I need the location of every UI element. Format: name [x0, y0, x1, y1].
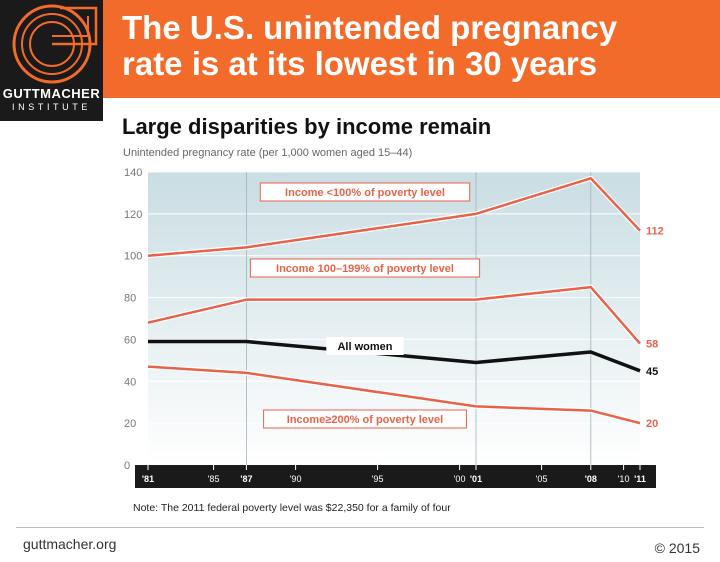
y-tick-label: 0	[124, 460, 130, 472]
guttmacher-logo: GUTTMACHER INSTITUTE	[0, 0, 103, 121]
title-line-2: rate is at its lowest in 30 years	[122, 45, 598, 82]
series-name-label: Income <100% of poverty level	[285, 187, 445, 199]
logo-subtitle: INSTITUTE	[12, 102, 91, 112]
series-line	[148, 339, 641, 373]
x-tick-label: '85	[208, 474, 220, 484]
x-tick-label: '00	[454, 474, 466, 484]
series-label-box	[263, 409, 467, 429]
x-tick-label: '90	[290, 474, 302, 484]
y-tick-label: 120	[124, 209, 142, 221]
logo-name: GUTTMACHER	[2, 86, 101, 101]
y-tick-label: 40	[124, 376, 136, 388]
y-tick-label: 100	[124, 251, 142, 263]
series-label-box	[259, 182, 471, 202]
series-end-label: 58	[646, 339, 658, 351]
series-label-box	[326, 337, 404, 355]
y-tick-label: 80	[124, 293, 136, 305]
series-end-label: 20	[646, 418, 658, 430]
series-label-box	[249, 258, 481, 278]
line-chart: 0 20 40 60 80 100 120 140 '81 '85 '87 '90 '95 '00 '01 '…	[124, 167, 664, 488]
series-line	[147, 365, 641, 425]
chart-subtitle: Large disparities by income remain	[122, 114, 492, 139]
x-tick-label: '08	[585, 474, 597, 484]
series-line	[147, 285, 641, 345]
website-link[interactable]: guttmacher.org	[23, 536, 117, 552]
x-tick-label: '10	[618, 474, 630, 484]
footer-divider	[16, 527, 704, 528]
y-axis-label: Unintended pregnancy rate (per 1,000 wom…	[123, 147, 413, 159]
page-title: The U.S. unintended pregnancy rate is at…	[122, 10, 712, 82]
x-tick-label: '05	[536, 474, 548, 484]
x-tick-label: '11	[634, 474, 646, 484]
x-tick-label: '87	[240, 474, 252, 484]
series-end-label: 112	[646, 226, 664, 238]
x-tick-label: '81	[142, 474, 154, 484]
x-tick-label: '95	[372, 474, 384, 484]
series-end-label: 45	[646, 366, 658, 378]
series-name-label: Income≥200% of poverty level	[287, 414, 443, 426]
series-line	[147, 177, 641, 257]
series-name-label: All women	[337, 341, 392, 353]
x-tick-label: '01	[470, 474, 482, 484]
title-line-1: The U.S. unintended pregnancy	[122, 9, 618, 46]
header-banner	[0, 0, 720, 98]
x-axis-band	[135, 465, 656, 488]
y-tick-label: 60	[124, 334, 136, 346]
series-name-label: Income 100–199% of poverty level	[276, 263, 454, 275]
y-tick-label: 20	[124, 418, 136, 430]
y-tick-label: 140	[124, 167, 142, 179]
logo-mark-icon	[12, 4, 98, 84]
footnote: Note: The 2011 federal poverty level was…	[133, 502, 451, 514]
copyright: © 2015	[654, 540, 700, 556]
